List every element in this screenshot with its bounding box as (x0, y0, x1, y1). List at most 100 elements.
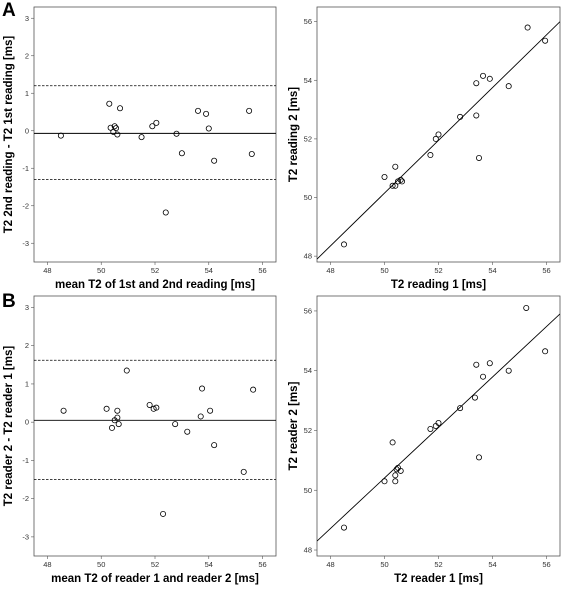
y-axis-label: T2 reader 2 [ms] (288, 381, 300, 470)
y-axis-label: T2 2nd reading - T2 1st reading [ms] (3, 36, 15, 234)
x-tick-label: 48 (326, 560, 334, 569)
data-point (138, 134, 145, 141)
data-point (393, 466, 400, 473)
data-point (524, 24, 531, 31)
chart-b-bland-altman: 48 50 52 54 56 -3 -2 -1 0 1 2 3 mean T2 of reader 1 … (3, 295, 277, 585)
x-tick-label: 52 (434, 560, 442, 569)
x-tick-label: 54 (488, 266, 496, 275)
data-point (397, 176, 404, 183)
data-point (392, 478, 399, 485)
data-point (392, 182, 399, 189)
data-point (211, 157, 218, 164)
data-point (250, 386, 257, 393)
x-axis-label: T2 reader 1 [ms] (394, 573, 483, 585)
data-point (162, 209, 169, 216)
data-point (471, 394, 478, 401)
data-point (123, 367, 130, 374)
data-point (392, 163, 399, 170)
data-point (195, 107, 202, 114)
data-point (505, 83, 512, 90)
data-point (197, 413, 204, 420)
data-point (381, 478, 388, 485)
data-point (381, 173, 388, 180)
y-tick-label: 50 (304, 193, 312, 202)
data-point (60, 407, 67, 414)
x-axis-label: mean T2 of 1st and 2nd reading [ms] (55, 279, 255, 291)
y-tick-label: -3 (22, 532, 29, 541)
y-tick-label: -1 (22, 456, 29, 465)
data-point (435, 420, 442, 427)
data-point (203, 110, 210, 117)
data-point (523, 304, 530, 311)
data-point (389, 182, 396, 189)
y-tick-label: 56 (304, 306, 312, 315)
y-tick-label: 52 (304, 134, 312, 143)
data-point (246, 107, 253, 114)
data-point (111, 123, 118, 130)
y-tick-label: 3 (25, 14, 29, 23)
x-tick-label: 56 (542, 560, 550, 569)
y-tick-label: 0 (25, 418, 29, 427)
x-tick-label: 56 (258, 266, 266, 275)
chart-a-correlation: 48 50 52 54 56 48 50 52 54 56 T2 reading 1 [ms] T2 … (288, 6, 561, 291)
x-tick-label: 52 (434, 266, 442, 275)
data-point (114, 414, 121, 421)
x-tick-label: 50 (97, 560, 105, 569)
data-point (149, 123, 156, 130)
data-point (114, 131, 121, 138)
data-point (172, 421, 179, 428)
data-point (153, 119, 160, 126)
x-tick-label: 48 (326, 266, 334, 275)
data-point (146, 401, 153, 408)
y-tick-label: 2 (25, 341, 29, 350)
data-point (486, 75, 493, 82)
data-point (205, 125, 212, 132)
x-tick-label: 52 (151, 266, 159, 275)
data-point (392, 472, 399, 479)
data-point (397, 467, 404, 474)
x-tick-label: 56 (258, 560, 266, 569)
data-point (435, 131, 442, 138)
data-point (173, 130, 180, 137)
y-tick-label: 3 (25, 303, 29, 312)
x-tick-label: 50 (97, 266, 105, 275)
plot-frame (33, 295, 277, 557)
data-point (473, 361, 480, 368)
data-point (57, 132, 64, 139)
data-point (432, 135, 439, 142)
chart-b-correlation: 48 50 52 54 56 48 50 52 54 56 T2 reader 1 [ms] T2 r… (288, 295, 561, 585)
fit-line (317, 21, 560, 260)
y-tick-label: 1 (25, 379, 29, 388)
data-point (457, 405, 464, 412)
data-point (427, 152, 434, 159)
data-point (542, 37, 549, 44)
data-point (542, 348, 549, 355)
y-tick-label: 54 (304, 366, 312, 375)
x-tick-label: 48 (43, 560, 51, 569)
data-point (117, 105, 124, 112)
y-tick-label: -1 (22, 164, 29, 173)
data-point (427, 425, 434, 432)
fit-line (317, 313, 560, 542)
data-point (480, 72, 487, 79)
chart-a-bland-altman: 48 50 52 54 56 -3 -2 -1 0 1 2 3 mean T2 of 1st and 2… (3, 6, 277, 291)
data-point (115, 421, 122, 428)
data-point (108, 424, 115, 431)
data-point (178, 150, 185, 157)
x-tick-label: 54 (205, 266, 213, 275)
data-point (340, 524, 347, 531)
data-point (106, 100, 113, 107)
y-tick-label: 1 (25, 89, 29, 98)
data-point (160, 510, 167, 517)
y-tick-label: 54 (304, 76, 312, 85)
x-tick-label: 54 (488, 560, 496, 569)
panel-label-a: A (2, 0, 16, 21)
data-point (207, 407, 214, 414)
data-point (473, 112, 480, 119)
panel-label-b: B (2, 291, 16, 312)
data-point (486, 360, 493, 367)
x-tick-label: 50 (380, 560, 388, 569)
data-point (399, 178, 406, 185)
y-axis-label: T2 reader 2 - T2 reader 1 [ms] (3, 346, 15, 507)
